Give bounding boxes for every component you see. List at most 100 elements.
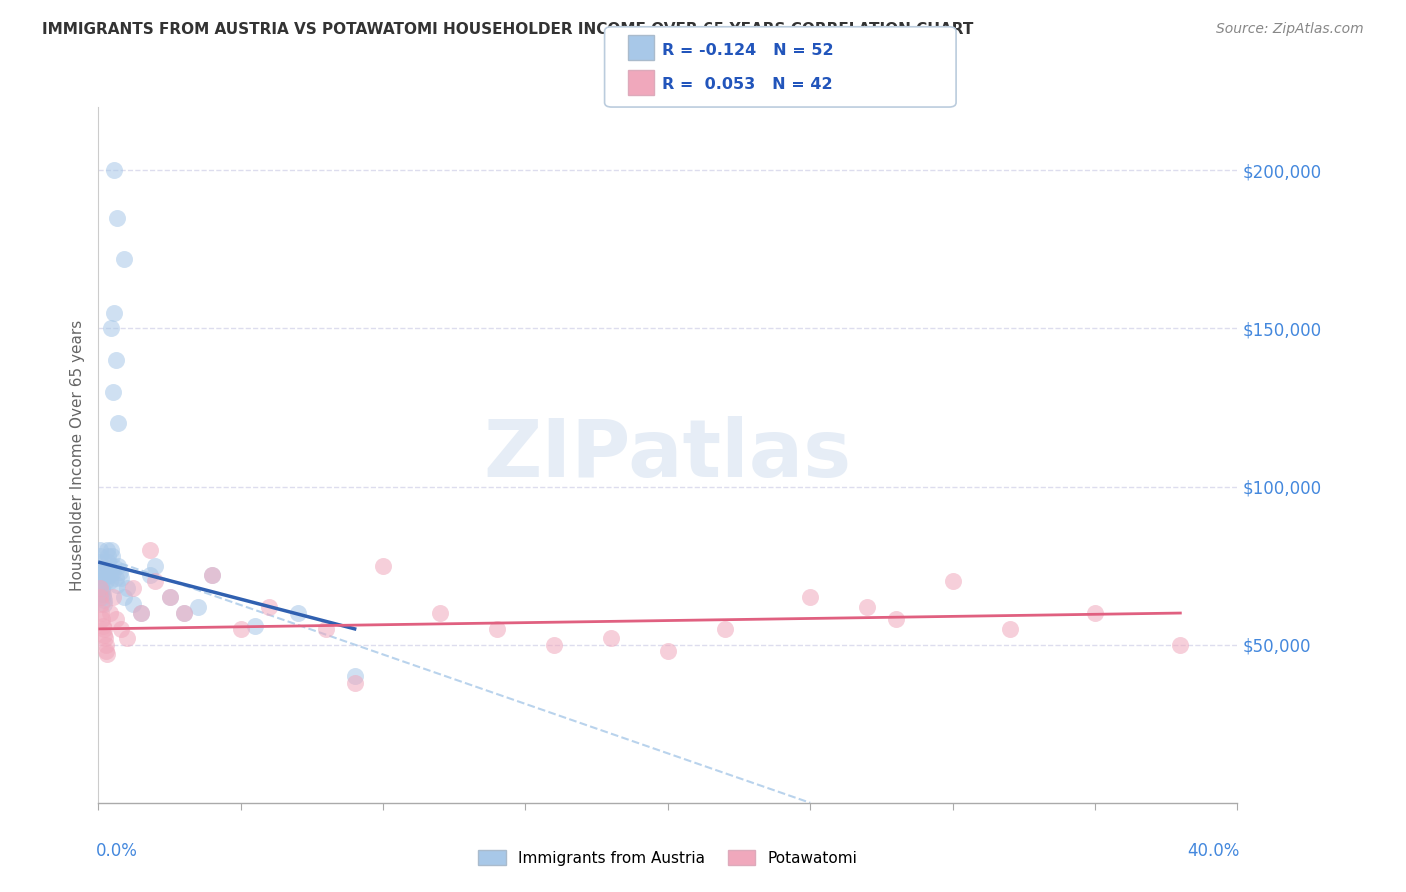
Point [243, 618, 266, 632]
Point [97, 549, 120, 563]
Point [371, 558, 394, 573]
Point [315, 622, 337, 636]
Point [229, 622, 252, 636]
Point [343, 675, 366, 690]
Text: R =  0.053   N = 42: R = 0.053 N = 42 [662, 78, 832, 92]
Point [101, 384, 124, 399]
Point [98, 562, 121, 576]
Text: Source: ZipAtlas.com: Source: ZipAtlas.com [1216, 22, 1364, 37]
Point [101, 591, 124, 605]
Point [799, 591, 821, 605]
Point [107, 558, 129, 573]
Y-axis label: Householder Income Over 65 years: Householder Income Over 65 years [69, 319, 84, 591]
Point [884, 612, 907, 626]
Point [115, 632, 138, 646]
Point [90, 612, 112, 626]
Point [104, 571, 127, 585]
Point [107, 417, 129, 431]
Point [173, 606, 195, 620]
Point [101, 558, 124, 573]
Point [129, 606, 152, 620]
Point [91, 583, 114, 598]
Text: IMMIGRANTS FROM AUSTRIA VS POTAWATOMI HOUSEHOLDER INCOME OVER 65 YEARS CORRELATI: IMMIGRANTS FROM AUSTRIA VS POTAWATOMI HO… [42, 22, 973, 37]
Point [856, 599, 879, 614]
Point [91, 618, 114, 632]
Point [429, 606, 451, 620]
Point [101, 549, 124, 563]
Point [90, 606, 112, 620]
Point [600, 632, 623, 646]
Text: ZIPatlas: ZIPatlas [484, 416, 852, 494]
Point [104, 353, 127, 368]
Point [93, 622, 115, 636]
Point [145, 558, 167, 573]
Point [97, 556, 120, 570]
Point [93, 562, 115, 576]
Point [90, 597, 112, 611]
Point [90, 562, 112, 576]
Point [91, 591, 114, 605]
Point [201, 568, 224, 582]
Point [159, 591, 181, 605]
Text: R = -0.124   N = 52: R = -0.124 N = 52 [662, 43, 834, 58]
Point [96, 647, 118, 661]
Point [89, 591, 111, 605]
Point [942, 574, 965, 589]
Point [93, 632, 115, 646]
Point [159, 591, 181, 605]
Point [112, 591, 135, 605]
Point [187, 599, 209, 614]
Point [714, 622, 737, 636]
Point [100, 542, 122, 557]
Point [145, 574, 167, 589]
Point [1170, 638, 1192, 652]
Point [98, 606, 121, 620]
Point [110, 622, 132, 636]
Point [100, 321, 122, 335]
Point [138, 542, 160, 557]
Point [100, 574, 122, 589]
Point [115, 581, 138, 595]
Point [90, 568, 112, 582]
Point [89, 556, 111, 570]
Point [103, 305, 125, 319]
Text: 40.0%: 40.0% [1188, 842, 1240, 860]
Point [173, 606, 195, 620]
Point [201, 568, 224, 582]
Point [90, 574, 112, 589]
Point [89, 581, 111, 595]
Point [104, 612, 127, 626]
Point [105, 577, 128, 591]
Point [343, 669, 366, 683]
Point [94, 568, 117, 582]
Point [89, 549, 111, 563]
Point [93, 628, 115, 642]
Text: 0.0%: 0.0% [96, 842, 138, 860]
Point [998, 622, 1021, 636]
Point [129, 606, 152, 620]
Point [91, 587, 114, 601]
Point [93, 597, 115, 611]
Point [96, 644, 118, 658]
Point [90, 565, 112, 579]
Point [138, 568, 160, 582]
Point [121, 597, 143, 611]
Point [103, 163, 125, 178]
Point [287, 606, 309, 620]
Point [108, 565, 131, 579]
Point [1084, 606, 1107, 620]
Point [112, 252, 135, 266]
Point [105, 211, 128, 225]
Point [91, 581, 114, 595]
Point [96, 542, 118, 557]
Point [98, 568, 121, 582]
Point [657, 644, 679, 658]
Point [110, 571, 132, 585]
Point [103, 565, 125, 579]
Point [259, 599, 281, 614]
Legend: Immigrants from Austria, Potawatomi: Immigrants from Austria, Potawatomi [472, 844, 863, 871]
Point [486, 622, 509, 636]
Point [94, 638, 117, 652]
Point [96, 574, 118, 589]
Point [89, 542, 111, 557]
